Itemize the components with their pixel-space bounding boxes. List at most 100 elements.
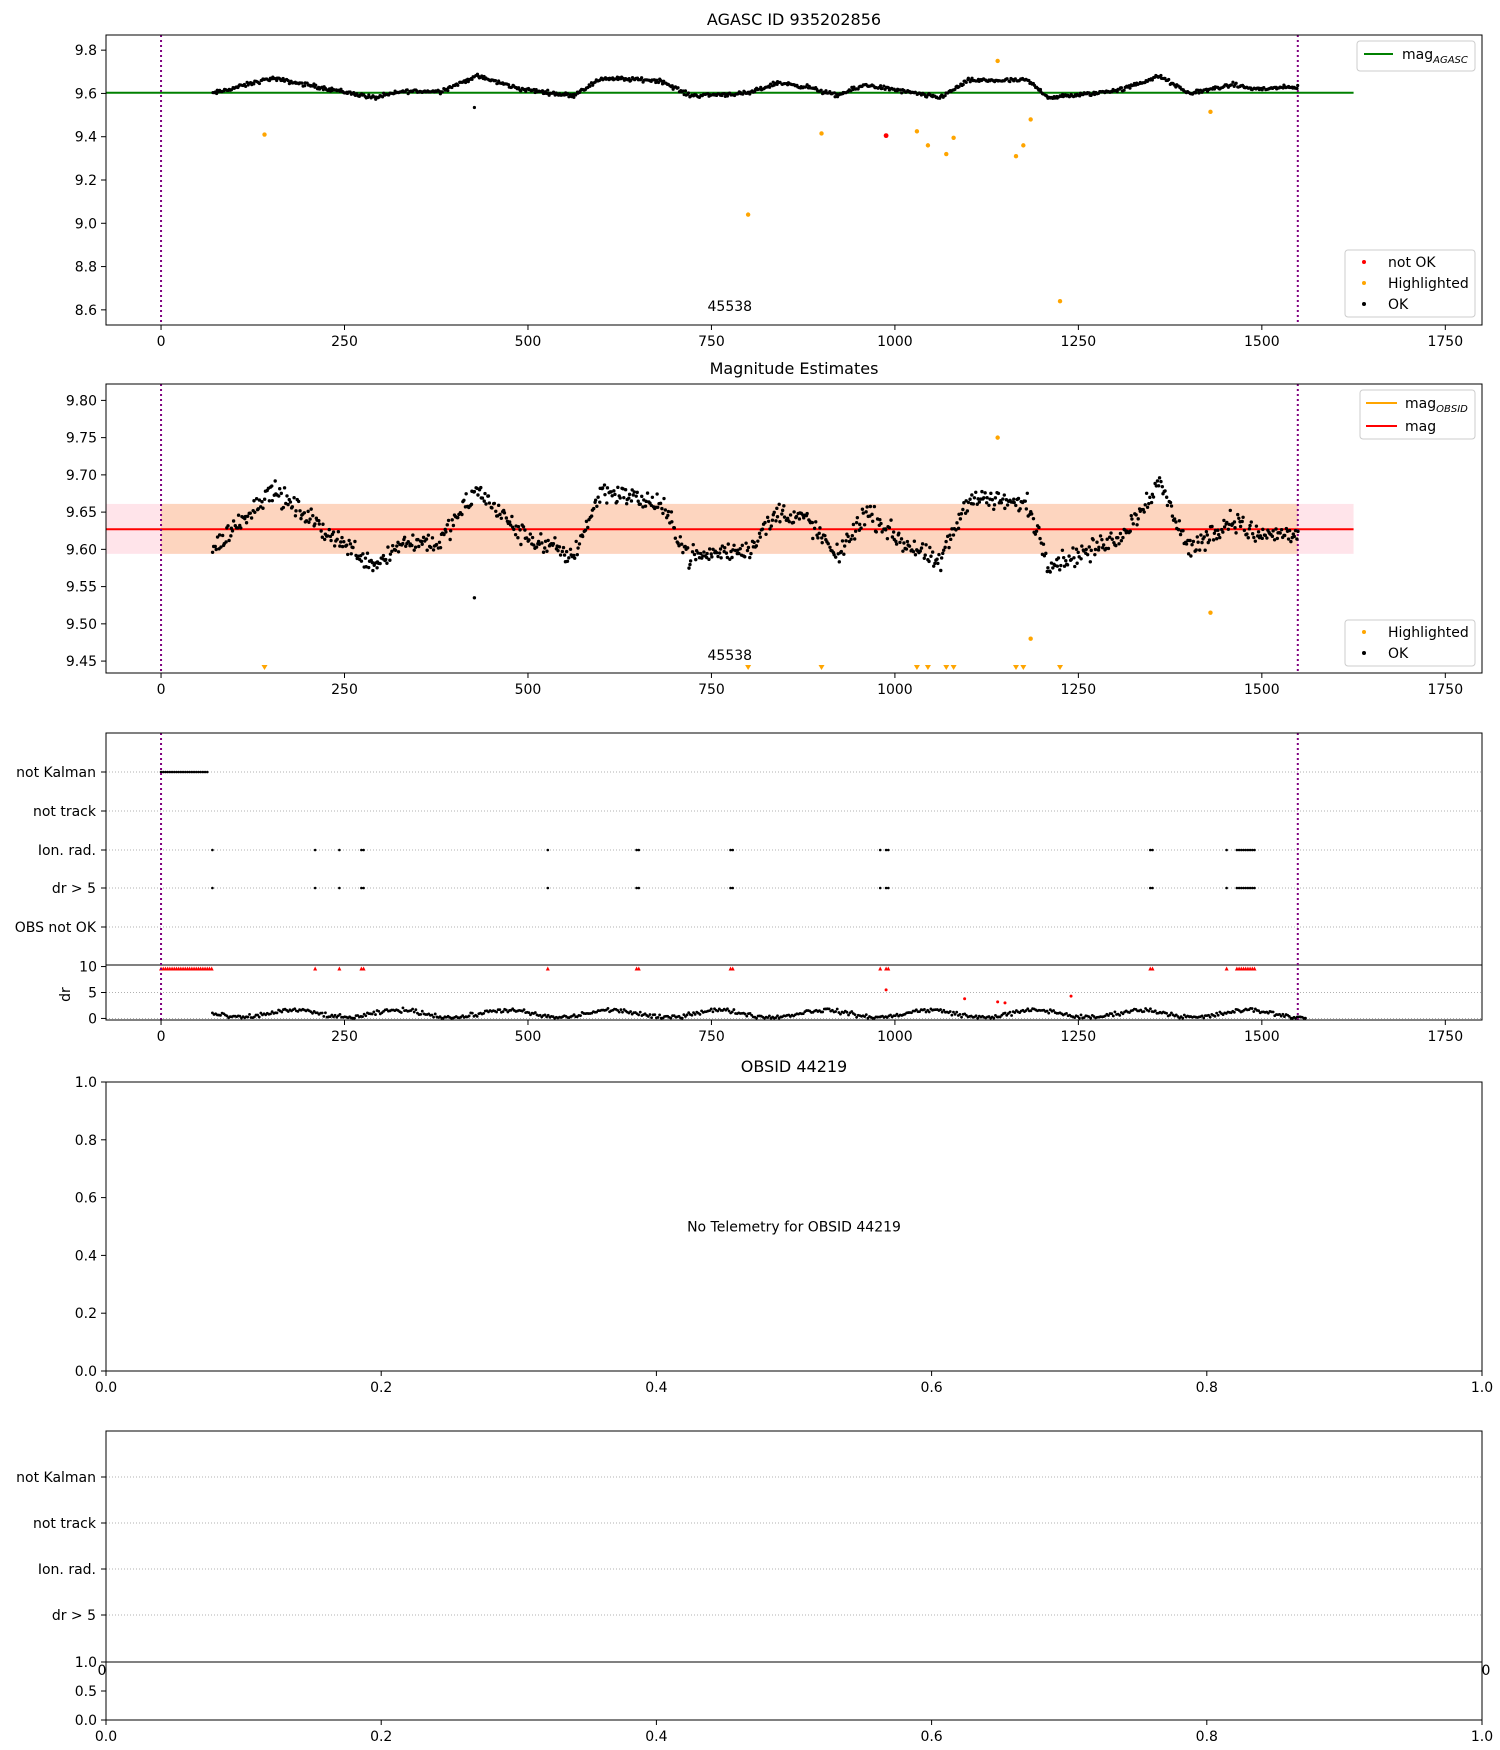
ok-point (451, 523, 456, 528)
ok-point (313, 522, 317, 526)
ok-point (244, 521, 249, 525)
highlighted-point (1028, 636, 1033, 641)
ok-point (1038, 536, 1042, 541)
dr-point (774, 1016, 778, 1019)
ok-point (361, 552, 365, 556)
chart-title: OBSID 44219 (741, 1057, 847, 1076)
ok-point (1236, 512, 1240, 517)
ok-point (983, 491, 987, 495)
ok-point (298, 509, 302, 513)
ok-point (1117, 542, 1121, 546)
ok-point (1031, 516, 1036, 521)
ok-point (306, 509, 310, 514)
ok-point (900, 91, 904, 95)
dr-point (225, 1014, 229, 1018)
ok-point (927, 559, 931, 564)
ok-point (391, 543, 395, 548)
ok-point (1150, 492, 1155, 497)
ok-point (718, 547, 723, 551)
ok-point (1147, 501, 1151, 506)
dr-point (855, 1015, 858, 1019)
ok-point (636, 499, 640, 503)
ok-point (897, 531, 901, 535)
ok-point (1194, 548, 1198, 552)
flag-row-label: OBS not OK (15, 920, 97, 936)
flag-point (159, 770, 163, 774)
ok-point (420, 542, 424, 546)
ok-point (872, 504, 877, 509)
ok-point (612, 489, 616, 493)
highlighted-point (745, 212, 751, 217)
y-tick-label: 0.4 (75, 1248, 97, 1264)
ok-point (672, 526, 677, 530)
ok-point (691, 542, 695, 547)
ok-point (1012, 497, 1016, 501)
dr-point (1013, 1011, 1017, 1014)
ok-point (348, 542, 353, 546)
x-tick-label: 0.2 (370, 1729, 392, 1745)
ok-point (598, 500, 602, 504)
ok-point (774, 519, 778, 523)
ok-point (524, 536, 529, 540)
ok-point (874, 530, 878, 534)
dr-point (538, 1013, 542, 1017)
dr-point (1047, 1011, 1051, 1015)
ok-point (760, 527, 765, 531)
dr-point (1281, 1012, 1285, 1016)
dr-point (1142, 1010, 1146, 1013)
ok-point (273, 76, 277, 81)
x-tick-label: 250 (331, 682, 358, 698)
ok-point (719, 556, 723, 560)
ok-point (1122, 88, 1126, 92)
x-tick-label: 250 (331, 334, 358, 350)
y-tick-label: 9.65 (66, 505, 97, 521)
ok-point (745, 548, 750, 553)
ok-point (894, 539, 898, 544)
ok-point (1089, 548, 1093, 553)
ok-point (770, 518, 775, 522)
flag-point (1151, 886, 1154, 890)
ok-point (1082, 549, 1086, 553)
ok-point (320, 535, 325, 539)
ok-point (1252, 535, 1256, 540)
highlighted-point (1013, 153, 1019, 159)
ok-point (1194, 91, 1198, 95)
flag-point (175, 770, 178, 774)
axes-frame (105, 732, 1483, 1021)
ok-point (1283, 533, 1287, 538)
ok-point (1136, 517, 1140, 521)
flag-point (188, 770, 191, 774)
ok-point (1087, 545, 1091, 549)
ok-point (885, 536, 890, 541)
flag-point (1246, 848, 1250, 852)
ok-point (1109, 531, 1113, 535)
ok-point (456, 83, 460, 87)
x-tick-label: 0 (157, 682, 166, 698)
flag-point (731, 886, 735, 890)
ok-point (1172, 517, 1177, 521)
dr-point (656, 1015, 660, 1019)
dr-point (750, 1013, 754, 1017)
ok-point (717, 551, 722, 555)
ok-point (635, 490, 639, 495)
ok-point (1091, 538, 1095, 542)
ok-point (314, 83, 318, 87)
dr-point-bad (1069, 994, 1073, 998)
ok-point (1163, 489, 1167, 493)
dr-point (1165, 1011, 1168, 1015)
dr-point (690, 1013, 694, 1017)
highlighted-clipped-marker (924, 665, 931, 670)
flag-point (729, 886, 732, 890)
ok-point (1248, 523, 1252, 528)
ok-point (958, 517, 963, 521)
flag-point (887, 886, 890, 890)
ok-point (707, 547, 712, 551)
ok-point (335, 537, 339, 542)
ok-point (1204, 529, 1209, 534)
ok-point (638, 502, 642, 506)
flag-point (190, 770, 194, 774)
ok-point (1253, 539, 1258, 543)
dr-point (252, 1015, 256, 1019)
dr-point (646, 1015, 650, 1018)
ok-point (972, 496, 977, 500)
